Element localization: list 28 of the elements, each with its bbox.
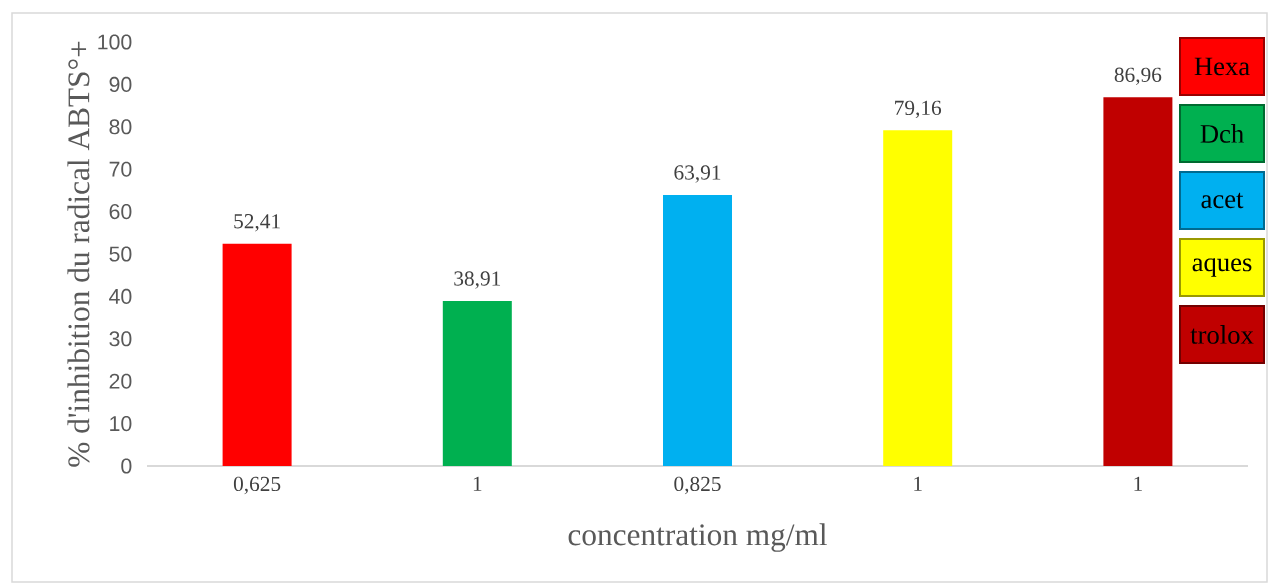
x-tick-label: 1: [473, 476, 482, 491]
y-tick-label: 0: [121, 458, 132, 474]
data-label: 86,96: [1114, 67, 1162, 86]
x-tick-label: 0,825: [674, 476, 721, 495]
y-tick-label: 80: [109, 119, 132, 135]
y-tick-label: 60: [109, 204, 132, 220]
data-label: 52,41: [234, 214, 280, 232]
y-tick-label: 30: [109, 331, 132, 347]
x-axis-title: concentration mg/ml: [568, 523, 827, 552]
y-tick-label: 40: [109, 288, 132, 304]
y-tick-label: 100: [98, 34, 132, 50]
y-axis-title: % d'inhibition du radical ABTS°+: [67, 41, 90, 467]
data-label: 38,91: [454, 271, 501, 289]
text: acet: [1201, 192, 1244, 209]
y-tick-label: 10: [110, 416, 132, 432]
y-tick-label: 90: [109, 76, 132, 92]
data-label: 63,91: [674, 165, 721, 183]
series-label: trolox: [1190, 325, 1254, 344]
text: aques: [1192, 258, 1252, 277]
y-tick-label: 20: [109, 373, 132, 389]
data-label: 79,16: [895, 100, 942, 119]
text: Hexa: [1194, 57, 1250, 76]
x-tick-label: 0,625: [233, 476, 281, 495]
y-tick-label: 70: [109, 161, 132, 177]
y-tick-label: 50: [109, 246, 132, 262]
text: Dch: [1200, 124, 1244, 143]
x-tick-label: 1: [914, 476, 922, 491]
x-tick-label: 1: [1134, 476, 1142, 491]
